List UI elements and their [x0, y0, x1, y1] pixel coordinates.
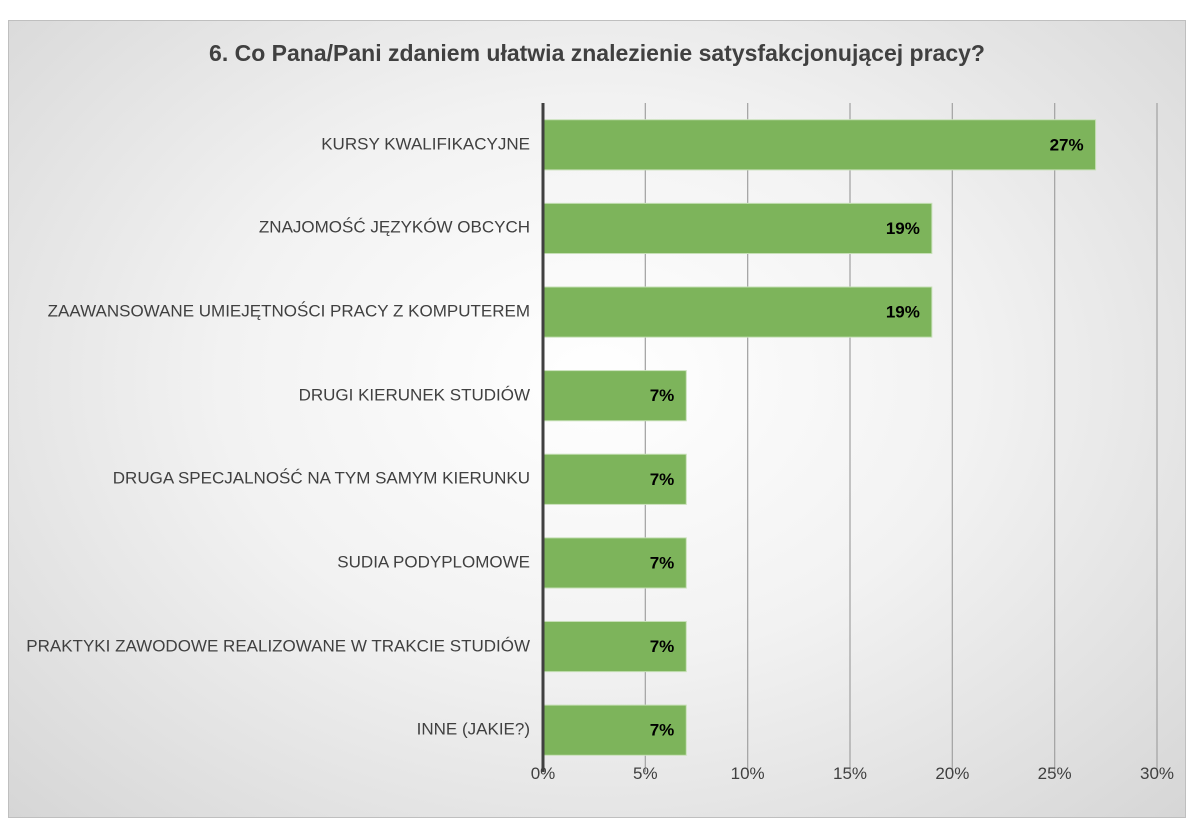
bar	[542, 119, 1097, 171]
bar	[542, 286, 933, 338]
x-tick-label: 10%	[730, 764, 765, 783]
x-tick-label: 25%	[1037, 764, 1072, 783]
y-tick-label: KURSY KWALIFIKACYJNE	[321, 134, 530, 154]
x-tick-label: 15%	[832, 764, 868, 783]
y-tick-label: PRAKTYKI ZAWODOWE REALIZOWANE W TRAKCIE …	[26, 636, 530, 656]
y-tick-label: DRUGI KIERUNEK STUDIÓW	[298, 385, 530, 405]
y-tick-label: DRUGA SPECJALNOŚĆ NA TYM SAMYM KIERUNKU	[112, 468, 530, 488]
x-tick-label: 30%	[1139, 764, 1175, 783]
bar	[542, 704, 687, 756]
bar	[542, 620, 687, 673]
x-tick-label: 5%	[633, 764, 658, 783]
value-label: 7%	[650, 637, 675, 656]
value-label: 7%	[650, 553, 675, 572]
value-label: 19%	[886, 303, 920, 322]
bar	[542, 202, 933, 255]
y-tick-label: ZAAWANSOWANE UMIEJĘTNOŚCI PRACY Z KOMPUT…	[47, 301, 530, 321]
y-tick-label: INNE (JAKIE?)	[416, 719, 530, 739]
x-tick-label: 0%	[530, 764, 556, 783]
value-label: 7%	[650, 386, 675, 405]
bar	[542, 370, 687, 422]
value-label: 7%	[650, 470, 675, 489]
bar	[542, 453, 687, 505]
value-label: 27%	[1050, 135, 1084, 154]
chart-title: 6. Co Pana/Pani zdaniem ułatwia znalezie…	[209, 40, 985, 66]
y-tick-label: ZNAJOMOŚĆ JĘZYKÓW OBCYCH	[258, 217, 530, 237]
y-tick-label: SUDIA PODYPLOMOWE	[337, 552, 530, 572]
value-label: 19%	[886, 219, 920, 238]
x-tick-label: 20%	[935, 764, 970, 783]
value-label: 7%	[650, 721, 675, 740]
